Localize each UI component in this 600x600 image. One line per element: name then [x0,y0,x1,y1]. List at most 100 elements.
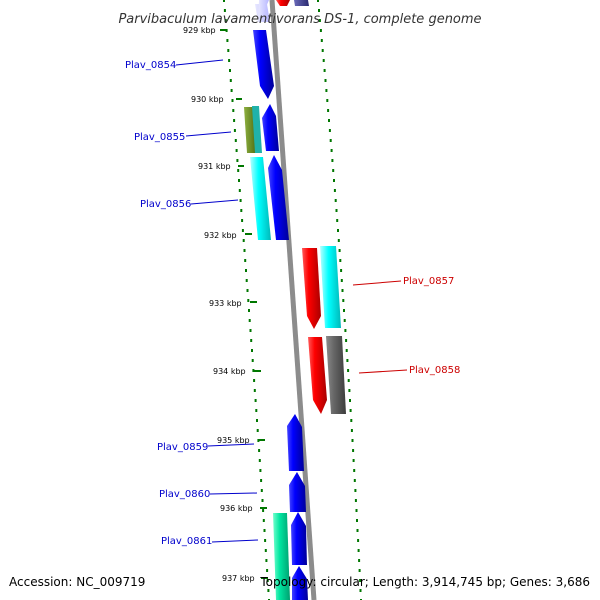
scale-dot-outer [339,259,342,262]
tick-label: 930 kbp [191,95,224,104]
scale-dot-outer [341,289,344,292]
scale-dot-inner [242,239,245,242]
scale-dot-inner [237,169,240,172]
scale-dot-inner [240,209,243,212]
scale-dot-outer [345,339,348,342]
scale-dot-inner [262,509,265,512]
scale-dot-inner [238,179,240,182]
scale-dot-inner [245,269,247,272]
scale-dot-inner [256,419,258,422]
leader-line-plav0861 [211,539,259,543]
gene-feature-plav0855-teal[interactable] [252,106,262,153]
scale-dot-outer [327,109,330,112]
scale-dot-outer [346,359,349,362]
scale-dot-outer [359,579,362,582]
gene-label-plav0859[interactable]: Plav_0859 [157,442,208,453]
scale-dot-inner [260,479,263,482]
gene-label-plav0861[interactable]: Plav_0861 [161,536,212,547]
tick-marks [220,29,268,579]
scale-dot-outer [334,199,337,202]
scale-dot-outer [355,509,358,512]
scale-dot-inner [253,389,256,392]
gene-label-plav0860[interactable]: Plav_0860 [159,489,210,500]
leader-line-plav0857 [352,280,402,286]
scale-dot-inner [262,519,265,522]
scale-dot-inner [251,359,254,362]
gene-feature-bottom[interactable] [292,566,308,600]
scale-dot-inner [267,589,270,592]
leader-line-plav0859 [207,443,255,447]
scale-dot-outer [328,129,331,132]
scale-dot-outer [330,149,333,152]
scale-dot-outer [356,529,359,532]
scale-dot-inner [261,499,264,502]
gene-feature-plav0859[interactable] [287,414,304,471]
scale-dot-inner [243,249,246,252]
gene-feature-plav0853[interactable] [258,0,269,22]
scale-dot-outer [338,249,341,252]
scale-dot-outer [320,39,323,42]
gene-label-plav0856[interactable]: Plav_0856 [140,199,191,210]
topology-text: Topology: circular; Length: 3,914,745 bp… [259,575,590,589]
gene-feature-plav0856-cyan[interactable] [250,157,271,240]
tick-label: 935 kbp [217,436,250,445]
scale-dot-outer [354,489,357,492]
scale-dot-inner [230,89,233,92]
gene-feature-plav0857[interactable] [302,248,321,329]
genome-backbone [269,0,317,600]
gene-feature-plav0861-spring[interactable] [273,513,290,600]
leader-line-plav0855 [185,131,232,137]
scale-dot-inner [264,549,267,552]
gene-label-plav0858[interactable]: Plav_0858 [409,365,460,376]
scale-dot-inner [225,29,228,32]
gene-feature-plav0858-gray[interactable] [326,336,346,414]
gene-label-plav0855[interactable]: Plav_0855 [134,132,185,143]
scale-dot-inner [233,129,236,132]
scale-dot-inner [248,309,250,312]
tick-label: 937 kbp [222,574,255,583]
gene-feature-plav0860[interactable] [289,472,306,512]
gene-label-plav0857[interactable]: Plav_0857 [403,276,454,287]
scale-dot-inner [245,279,248,282]
scale-dot-inner [259,469,262,472]
tick-label: 931 kbp [198,162,231,171]
gene-feature-top-red[interactable] [276,0,290,6]
scale-dot-inner [227,49,230,52]
scale-dot-outer [357,549,360,552]
tick-labels: 929 kbp 930 kbp 931 kbp 932 kbp 933 kbp … [183,26,255,583]
scale-dot-outer [352,459,355,462]
scale-dot-inner [264,539,267,542]
scale-dot-outer [347,379,350,382]
gene-feature-plav0858[interactable] [308,337,327,414]
scale-dot-inner [231,99,234,102]
gene-feature-top-navy[interactable] [294,0,309,6]
scale-dot-outer [317,0,319,2]
scale-dot-outer [332,169,335,172]
scale-dot-outer [326,99,329,102]
accession-text: Accession: NC_009719 [9,575,145,589]
gene-feature-plav0856[interactable] [268,155,289,240]
gene-label-plav0854[interactable]: Plav_0854 [125,60,176,71]
scale-dot-outer [323,69,326,72]
scale-dot-outer [336,219,339,222]
tick-label: 936 kbp [220,504,253,513]
scale-dot-inner [263,529,266,532]
scale-dot-outer [343,319,346,322]
leader-line-plav0856 [190,199,239,205]
scale-dot-outer [358,569,361,572]
scale-dot-outer [357,539,360,542]
leader-line-plav0858 [358,369,408,374]
gene-feature-plav0854[interactable] [253,30,274,99]
scale-dot-outer [333,179,335,182]
scale-dot-outer [353,469,356,472]
scale-dot-outer [337,229,339,232]
scale-dot-inner [241,229,244,232]
scale-dot-inner [250,339,253,342]
scale-dot-outer [322,59,325,62]
gene-feature-plav0857-cyan[interactable] [320,246,341,328]
leader-line-plav0860 [209,492,258,495]
gene-feature-plav0855[interactable] [262,104,279,151]
gene-feature-plav0861[interactable] [291,512,307,565]
scale-dot-outer [342,299,345,302]
